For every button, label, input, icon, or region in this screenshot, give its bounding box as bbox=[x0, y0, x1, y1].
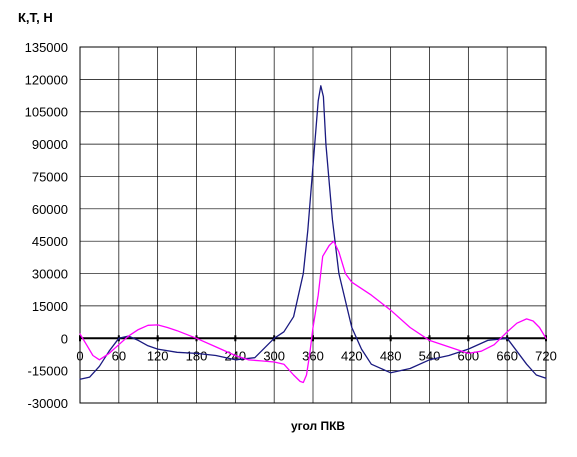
y-axis-label: К,Т, Н bbox=[18, 10, 53, 25]
y-tick-label: 0 bbox=[61, 331, 68, 346]
y-tick-label: 135000 bbox=[25, 40, 68, 55]
x-tick-label: 60 bbox=[112, 348, 126, 363]
x-tick-label: 660 bbox=[496, 348, 518, 363]
x-tick-label: 540 bbox=[419, 348, 441, 363]
x-tick-label: 120 bbox=[147, 348, 169, 363]
y-tick-labels: 135000 120000 105000 90000 75000 60000 45000 30… bbox=[25, 40, 68, 411]
y-tick-label: 120000 bbox=[25, 72, 68, 87]
x-tick-label: 480 bbox=[380, 348, 402, 363]
x-tick-label: 360 bbox=[302, 348, 324, 363]
x-tick-label: 300 bbox=[263, 348, 285, 363]
x-tick-label: 180 bbox=[186, 348, 208, 363]
x-tick-label: 420 bbox=[341, 348, 363, 363]
x-tick-labels: 0 60 120 180 240 300 360 420 480 540 600 660 720 bbox=[76, 348, 556, 363]
y-tick-label: 75000 bbox=[32, 169, 68, 184]
x-tick-label: 0 bbox=[76, 348, 83, 363]
y-tick-label: 30000 bbox=[32, 267, 68, 282]
series-line-1 bbox=[79, 85, 547, 380]
y-tick-label: 105000 bbox=[25, 105, 68, 120]
y-tick-label: -15000 bbox=[28, 364, 68, 379]
plot-border bbox=[79, 46, 547, 404]
y-tick-label: 90000 bbox=[32, 137, 68, 152]
y-tick-label: -30000 bbox=[28, 396, 68, 411]
series-line-2 bbox=[79, 240, 547, 384]
grid bbox=[79, 46, 547, 404]
y-tick-label: 15000 bbox=[32, 299, 68, 314]
x-axis-label: угол ПКВ bbox=[291, 419, 345, 433]
y-tick-label: 45000 bbox=[32, 234, 68, 249]
y-tick-label: 60000 bbox=[32, 202, 68, 217]
x-tick-label: 720 bbox=[535, 348, 557, 363]
series-lines bbox=[79, 85, 547, 384]
